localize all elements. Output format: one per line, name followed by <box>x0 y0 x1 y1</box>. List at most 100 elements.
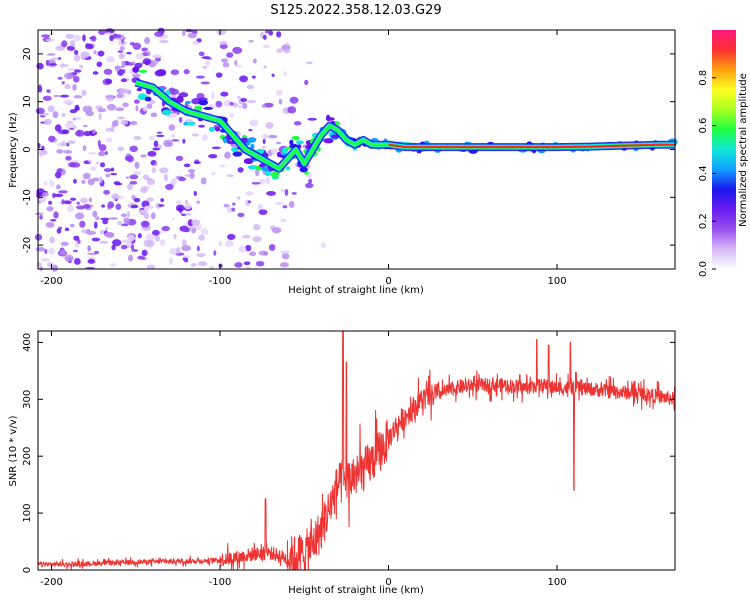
spectrogram-cell <box>230 147 239 153</box>
spectrogram-cell <box>214 127 221 132</box>
spectrogram-x-tick-label: -200 <box>40 276 63 287</box>
spectrogram-cell <box>141 249 148 257</box>
spectrogram-cell <box>87 252 97 256</box>
spectrogram-cell <box>200 228 209 235</box>
spectrogram-cell <box>82 34 86 42</box>
spectrogram-cell <box>74 69 82 73</box>
spectrogram-cell <box>196 245 200 252</box>
spectrogram-cell <box>146 197 154 202</box>
spectrogram-cell <box>77 129 81 137</box>
snr-x-tick-label: 100 <box>547 577 566 588</box>
spectrogram-cell <box>163 173 168 182</box>
spectrogram-cell <box>103 168 112 173</box>
spectrogram-cell <box>305 61 313 65</box>
spectrogram-cell <box>147 150 157 157</box>
spectrogram-cell <box>159 239 166 246</box>
spectrogram-cell <box>120 119 129 125</box>
spectrogram-cell <box>143 212 150 219</box>
spectrogram-cell <box>126 183 133 191</box>
spectrogram-cell <box>85 43 94 50</box>
spectrogram-cell <box>165 183 174 191</box>
spectrogram-cell <box>200 177 207 185</box>
spectrogram-cell <box>73 75 80 83</box>
spectrogram-cell <box>234 59 238 66</box>
spectrogram-cell <box>244 191 254 196</box>
spectrogram-cell <box>190 263 197 267</box>
spectrogram-cell <box>237 104 242 109</box>
spectrogram-cell <box>241 235 251 239</box>
spectrogram-cell <box>86 229 91 233</box>
spectrogram-cell <box>34 212 44 216</box>
spectrogram-cell <box>229 113 235 118</box>
spectrogram-cell <box>56 149 64 154</box>
spectrogram-cell <box>94 216 100 221</box>
spectrogram-cell <box>268 30 274 36</box>
spectrogram-dominant-track <box>134 78 675 173</box>
spectrogram-cell <box>196 200 201 204</box>
spectrogram-cell <box>102 219 109 225</box>
spectrogram-cell <box>171 217 175 221</box>
spectrogram-cell <box>267 134 278 139</box>
spectrogram-cell <box>96 61 103 68</box>
snr-y-tick-label: 100 <box>22 504 33 523</box>
spectrogram-cell <box>64 227 70 232</box>
spectrogram-cell <box>248 251 257 257</box>
spectrogram-cell <box>81 89 87 96</box>
spectrogram-cell <box>161 70 167 76</box>
snr-y-tick-label: 300 <box>22 390 33 409</box>
colorbar-ticks: 0.0 0.2 0.4 0.6 0.8 <box>698 70 716 277</box>
spectrogram-cell <box>191 133 199 137</box>
spectrogram-y-tick-label: -10 <box>22 189 33 205</box>
spectrogram-cell <box>122 102 129 108</box>
spectrogram-cell <box>276 151 282 158</box>
spectrogram-cell <box>218 263 223 269</box>
spectrogram-cell <box>170 178 178 185</box>
spectrogram-cell <box>247 200 252 204</box>
spectrogram-cell <box>57 76 63 80</box>
spectrogram-cell <box>258 209 268 215</box>
spectrogram-cell <box>265 30 270 34</box>
spectrogram-cell <box>45 221 55 228</box>
spectrogram-cell <box>77 239 81 244</box>
spectrogram-cell <box>237 95 241 100</box>
spectrogram-cell <box>219 43 228 50</box>
spectrogram-cell <box>203 106 214 110</box>
spectrogram-cell <box>100 217 110 221</box>
spectrogram-cell <box>202 133 208 142</box>
snr-x-tick-label: 0 <box>385 577 391 588</box>
spectrogram-cell <box>45 38 55 42</box>
spectrogram-cell <box>87 178 95 186</box>
spectrogram-cell <box>42 95 52 101</box>
spectrogram-cell <box>133 197 141 203</box>
spectrogram-cell <box>276 48 283 54</box>
spectrogram-cell <box>129 42 135 46</box>
spectrogram-cell <box>93 50 97 55</box>
spectrogram-cell <box>175 155 184 161</box>
spectrogram-cell <box>98 144 107 152</box>
spectrogram-cell <box>184 199 188 204</box>
spectrogram-cell <box>181 239 187 247</box>
spectrogram-cell <box>171 133 176 138</box>
spectrogram-cell <box>211 91 215 99</box>
spectrogram-cell <box>138 209 148 215</box>
spectrogram-cell <box>239 75 249 83</box>
spectrogram-cell <box>163 142 173 148</box>
spectrogram-cell <box>60 142 68 146</box>
spectrogram-cell <box>61 40 68 48</box>
spectrogram-cell <box>278 98 283 105</box>
spectrogram-cell <box>80 197 88 204</box>
spectrogram-cell <box>261 166 270 172</box>
spectrogram-cell <box>140 186 148 194</box>
spectrogram-cell <box>145 234 156 241</box>
spectrogram-cell <box>46 53 56 56</box>
spectrogram-cell <box>255 169 260 177</box>
spectrogram-cell <box>80 51 90 59</box>
spectrogram-cell <box>92 71 99 75</box>
spectrogram-cell <box>133 99 140 104</box>
spectrogram-cell <box>262 34 267 40</box>
spectrogram-cell <box>211 146 221 150</box>
spectrogram-cell <box>195 75 205 79</box>
spectrogram-cell <box>64 254 74 262</box>
